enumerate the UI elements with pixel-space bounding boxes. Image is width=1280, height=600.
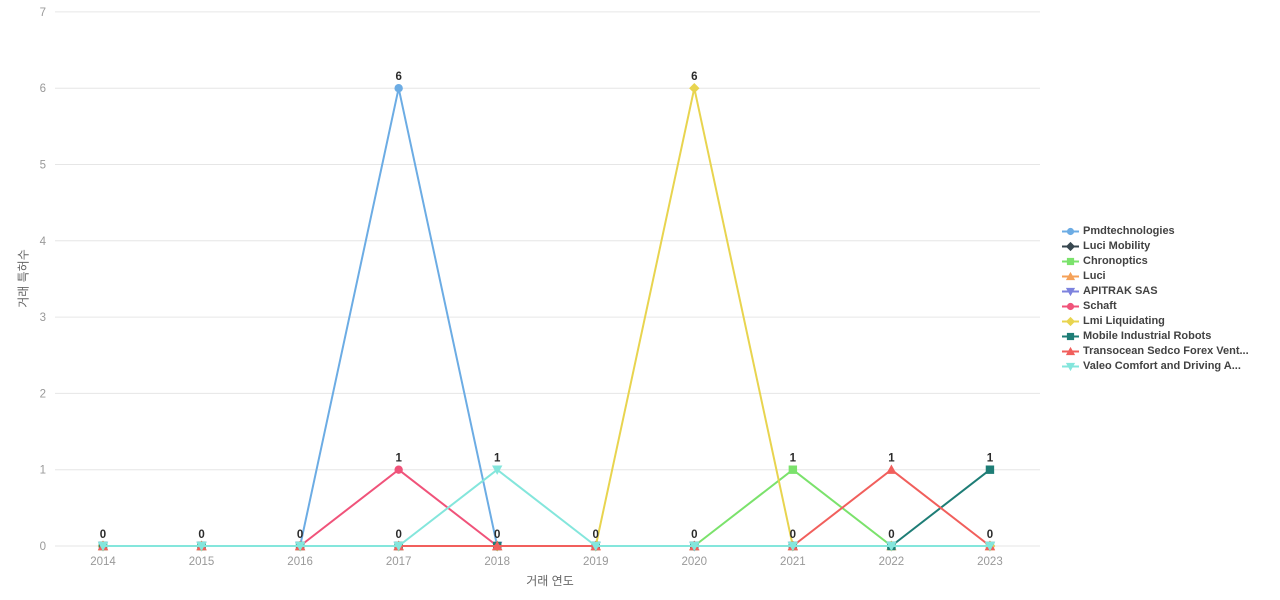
- legend-item-lmi-liquidating[interactable]: Lmi Liquidating: [1062, 314, 1249, 329]
- y-tick-label: 6: [40, 83, 46, 95]
- x-tick-label-2023: 2023: [977, 556, 1003, 568]
- x-tick-label-2020: 2020: [682, 556, 708, 568]
- data-label: 1: [790, 453, 797, 465]
- data-label: 6: [395, 71, 401, 83]
- data-label: 0: [790, 529, 796, 541]
- triangle-down-legend-icon: [1062, 287, 1079, 297]
- x-tick-label-2018: 2018: [484, 556, 510, 568]
- legend-item-pmdtechnologies[interactable]: Pmdtechnologies: [1062, 224, 1249, 239]
- y-tick-label: 4: [40, 236, 47, 248]
- legend-label: Lmi Liquidating: [1083, 315, 1165, 327]
- data-label: 1: [395, 453, 402, 465]
- x-tick-label-2015: 2015: [189, 556, 215, 568]
- data-label: 1: [987, 453, 994, 465]
- data-label: 0: [100, 529, 106, 541]
- legend-label: Transocean Sedco Forex Vent...: [1083, 345, 1249, 357]
- legend-label: Schaft: [1083, 300, 1117, 312]
- legend-label: Pmdtechnologies: [1083, 225, 1175, 237]
- legend-label: Luci: [1083, 270, 1106, 282]
- y-tick-label: 0: [40, 541, 46, 553]
- legend-item-schaft[interactable]: Schaft: [1062, 299, 1249, 314]
- legend-item-valeo-comfort-and-driving-a[interactable]: Valeo Comfort and Driving A...: [1062, 359, 1249, 374]
- legend-label: APITRAK SAS: [1083, 285, 1158, 297]
- legend-label: Mobile Industrial Robots: [1083, 330, 1212, 342]
- y-tick-label: 5: [40, 160, 46, 172]
- legend-label: Chronoptics: [1083, 255, 1148, 267]
- data-label: 0: [888, 529, 894, 541]
- y-tick-label: 1: [40, 465, 46, 477]
- legend-item-apitrak-sas[interactable]: APITRAK SAS: [1062, 284, 1249, 299]
- chart-legend: Pmdtechnologies Luci Mobility Chronoptics L…: [1062, 224, 1249, 374]
- legend-item-luci[interactable]: Luci: [1062, 269, 1249, 284]
- legend-item-chronoptics[interactable]: Chronoptics: [1062, 254, 1249, 269]
- data-label: 0: [297, 529, 303, 541]
- diamond-legend-icon: [1062, 241, 1079, 252]
- y-axis-title: 거래 특허수: [16, 249, 31, 308]
- legend-item-mobile-industrial-robots[interactable]: Mobile Industrial Robots: [1062, 329, 1249, 344]
- data-label: 6: [691, 71, 697, 83]
- data-label: 0: [395, 529, 401, 541]
- circle-legend-icon: [1062, 302, 1079, 311]
- triangle-up-legend-icon: [1062, 271, 1079, 281]
- y-tick-label: 7: [40, 7, 46, 19]
- y-tick-label: 3: [40, 312, 46, 324]
- square-legend-icon: [1062, 257, 1079, 266]
- legend-item-luci-mobility[interactable]: Luci Mobility: [1062, 239, 1249, 254]
- triangle-down-legend-icon: [1062, 362, 1079, 372]
- data-label: 0: [987, 529, 993, 541]
- x-tick-label-2021: 2021: [780, 556, 806, 568]
- data-label: 0: [494, 529, 500, 541]
- x-tick-label-2017: 2017: [386, 556, 412, 568]
- data-label: 1: [494, 453, 501, 465]
- legend-item-transocean-sedco-forex-vent[interactable]: Transocean Sedco Forex Vent...: [1062, 344, 1249, 359]
- diamond-legend-icon: [1062, 316, 1079, 327]
- legend-label: Luci Mobility: [1083, 240, 1151, 252]
- data-label: 0: [593, 529, 599, 541]
- x-tick-label-2014: 2014: [90, 556, 116, 568]
- triangle-up-legend-icon: [1062, 346, 1079, 356]
- data-label: 0: [691, 529, 697, 541]
- legend-label: Valeo Comfort and Driving A...: [1083, 360, 1241, 372]
- data-label: 1: [888, 453, 895, 465]
- square-legend-icon: [1062, 332, 1079, 341]
- data-label: 0: [198, 529, 204, 541]
- circle-legend-icon: [1062, 227, 1079, 236]
- x-axis-title: 거래 연도: [526, 574, 574, 588]
- x-tick-label-2019: 2019: [583, 556, 609, 568]
- x-tick-label-2016: 2016: [287, 556, 313, 568]
- y-tick-label: 2: [40, 388, 46, 400]
- x-tick-label-2022: 2022: [879, 556, 905, 568]
- series-valeo-comfort-and-driving-a: [97, 465, 996, 552]
